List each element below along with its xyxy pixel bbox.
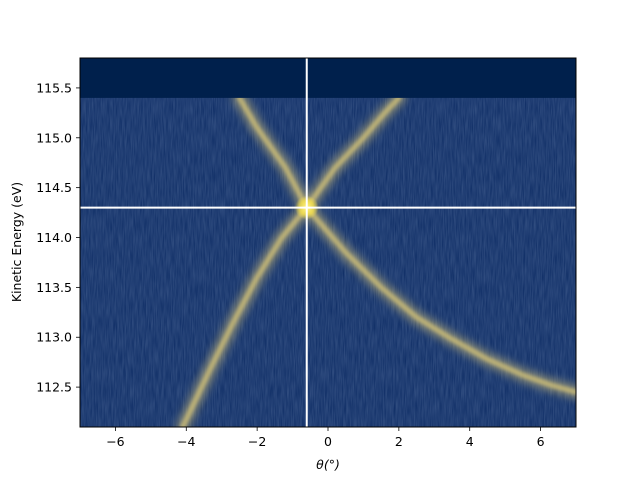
- y-tick-label: 115.0: [36, 130, 72, 145]
- y-tick-label: 115.5: [36, 80, 72, 95]
- band-1-curve: [180, 95, 402, 427]
- x-tick-label: 2: [395, 434, 403, 449]
- y-tick-label: 114.0: [36, 230, 72, 245]
- x-tick-label: −4: [177, 434, 195, 449]
- x-tick-label: 4: [466, 434, 474, 449]
- x-tick-label: 0: [324, 434, 332, 449]
- y-tick-label: 114.5: [36, 180, 72, 195]
- y-axis: 112.5 113.0 113.5 114.0 114.5 115.0 115.5: [36, 80, 80, 395]
- x-tick-label: 6: [537, 434, 545, 449]
- cutoff-region: [80, 58, 576, 98]
- x-axis-label: θ(°): [316, 457, 340, 472]
- y-tick-label: 113.5: [36, 280, 72, 295]
- x-tick-label: −6: [106, 434, 124, 449]
- x-axis: −6 −4 −2 0 2 4 6: [106, 427, 545, 449]
- plot-area: [80, 58, 576, 427]
- y-tick-label: 113.0: [36, 330, 72, 345]
- band-2-curve: [236, 95, 576, 395]
- y-tick-label: 112.5: [36, 380, 72, 395]
- y-axis-label: Kinetic Energy (eV): [9, 182, 24, 302]
- cursor-layer: [80, 58, 576, 427]
- x-tick-label: −2: [248, 434, 266, 449]
